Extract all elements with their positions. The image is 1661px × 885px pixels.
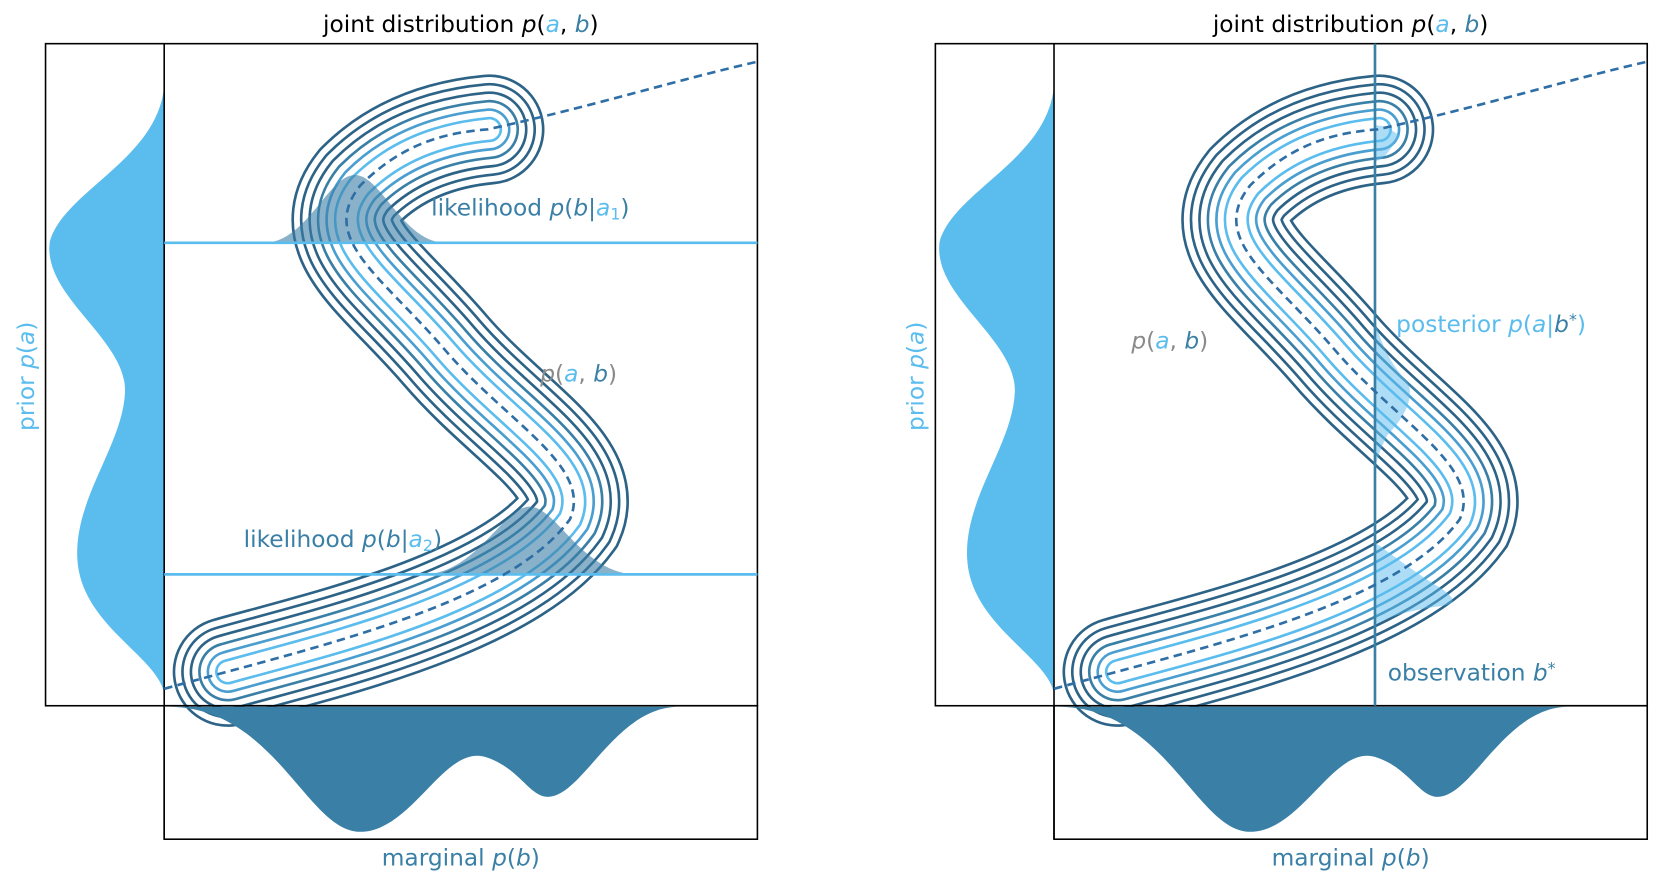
x-axis-label: marginal p(b)	[1272, 845, 1430, 872]
x-axis-label: marginal p(b)	[382, 845, 540, 872]
x-axis-label-part: (	[507, 845, 516, 872]
y-axis-label-part: p	[903, 354, 930, 370]
likelihood-label-part: likelihood	[431, 194, 549, 221]
x-axis-label-part: (	[1397, 845, 1406, 872]
joint-label-part: a	[1155, 328, 1169, 355]
observation-label-part: observation	[1388, 659, 1533, 686]
joint-label-part: a	[564, 361, 578, 388]
x-axis-label-part: b	[516, 845, 531, 872]
panel-title-part: b	[1465, 11, 1480, 38]
likelihood-label-part: a	[596, 194, 610, 221]
panel-title-part: )	[589, 11, 598, 38]
y-axis-label-part: p	[13, 354, 40, 370]
joint-label-part: )	[608, 361, 617, 388]
panel-title-part: (	[537, 11, 546, 38]
panel-title-part: p	[1411, 11, 1427, 38]
likelihood-label-part: b	[386, 526, 401, 553]
likelihood-2	[423, 506, 636, 575]
posterior-label-part: b	[1554, 311, 1569, 338]
x-axis-label-part: p	[1381, 845, 1397, 872]
likelihood-label-part: a	[409, 526, 423, 553]
posterior-3	[1374, 542, 1453, 626]
posterior-label-part: posterior	[1396, 311, 1508, 338]
y-axis-label-part: a	[13, 331, 40, 345]
posterior-2	[1374, 318, 1410, 472]
y-axis-label-part: prior	[903, 369, 930, 431]
panel-title-part: p	[521, 11, 537, 38]
joint-plot	[46, 44, 758, 840]
posterior-label-part: a	[1532, 311, 1546, 338]
likelihood-1	[264, 175, 445, 243]
y-axis-label-part: (	[903, 345, 930, 354]
likelihood-label-part: |	[401, 526, 409, 553]
observation-label-part: b	[1533, 659, 1548, 686]
mean-curve	[1053, 60, 1648, 691]
x-axis-label-part: marginal	[1272, 845, 1382, 872]
observation-label: observation b*	[1388, 658, 1556, 686]
posterior-label-part: |	[1546, 311, 1554, 338]
likelihood-label-part: (	[377, 526, 386, 553]
likelihood-label-part: p	[361, 526, 377, 553]
x-axis-label-part: marginal	[382, 845, 492, 872]
likelihood-label-part: 1	[610, 204, 620, 223]
joint-label-part: )	[1199, 328, 1208, 355]
x-axis-label-part: b	[1406, 845, 1421, 872]
likelihood-label-part: b	[573, 194, 588, 221]
x-axis-label-part: )	[531, 845, 540, 872]
posterior-label-part: *	[1569, 310, 1577, 329]
y-axis-label-part: prior	[13, 369, 40, 431]
likelihood-label-part: 2	[423, 536, 433, 555]
panel-title-part: )	[1479, 11, 1488, 38]
likelihood-label: likelihood p(b|a1)	[431, 194, 629, 223]
right-panel	[935, 44, 1647, 840]
posterior-label-part: (	[1523, 311, 1532, 338]
likelihood-label-part: p	[548, 194, 564, 221]
x-axis-label-part: p	[491, 845, 507, 872]
mean-curve	[163, 60, 758, 691]
x-axis-label-part: )	[1421, 845, 1430, 872]
joint-label-part: b	[593, 361, 608, 388]
y-axis-label-part: )	[903, 322, 930, 331]
joint-label-part: ,	[1170, 328, 1185, 355]
joint-label-part: (	[1146, 328, 1155, 355]
panel-title-part: a	[546, 11, 560, 38]
y-axis-label-part: )	[13, 322, 40, 331]
posterior-label-part: p	[1507, 311, 1523, 338]
likelihood-label-part: )	[433, 526, 442, 553]
posterior-1	[1374, 125, 1401, 162]
joint-label: p(a, b)	[1130, 328, 1208, 355]
joint-label-part: p	[539, 361, 555, 388]
y-axis-label-part: a	[903, 331, 930, 345]
panel-title-part: ,	[560, 11, 575, 38]
panel-title-part: b	[575, 11, 590, 38]
likelihood-label-part: (	[564, 194, 573, 221]
panel-title-part: joint distribution	[1212, 11, 1412, 38]
panel-title: joint distribution p(a, b)	[322, 11, 599, 38]
panel-title-part: joint distribution	[322, 11, 522, 38]
likelihood-label-part: |	[588, 194, 596, 221]
panel-title-part: (	[1426, 11, 1435, 38]
posterior-label-part: )	[1577, 311, 1586, 338]
panel-title-part: ,	[1450, 11, 1465, 38]
panel-title-part: a	[1435, 11, 1449, 38]
likelihood-label-part: likelihood	[244, 526, 362, 553]
likelihood-label-part: )	[620, 194, 629, 221]
likelihood-label: likelihood p(b|a2)	[244, 526, 442, 555]
joint-label: p(a, b)	[539, 361, 617, 388]
joint-plot	[935, 44, 1647, 840]
left-panel	[46, 44, 758, 840]
panel-title: joint distribution p(a, b)	[1212, 11, 1489, 38]
joint-label-part: p	[1130, 328, 1146, 355]
y-axis-label: prior p(a)	[903, 322, 930, 431]
joint-label-part: b	[1184, 328, 1199, 355]
joint-label-part: ,	[578, 361, 593, 388]
joint-label-part: (	[555, 361, 564, 388]
observation-label-part: *	[1548, 658, 1556, 677]
posterior-label: posterior p(a|b*)	[1396, 310, 1586, 338]
y-axis-label: prior p(a)	[13, 322, 40, 431]
y-axis-label-part: (	[13, 345, 40, 354]
